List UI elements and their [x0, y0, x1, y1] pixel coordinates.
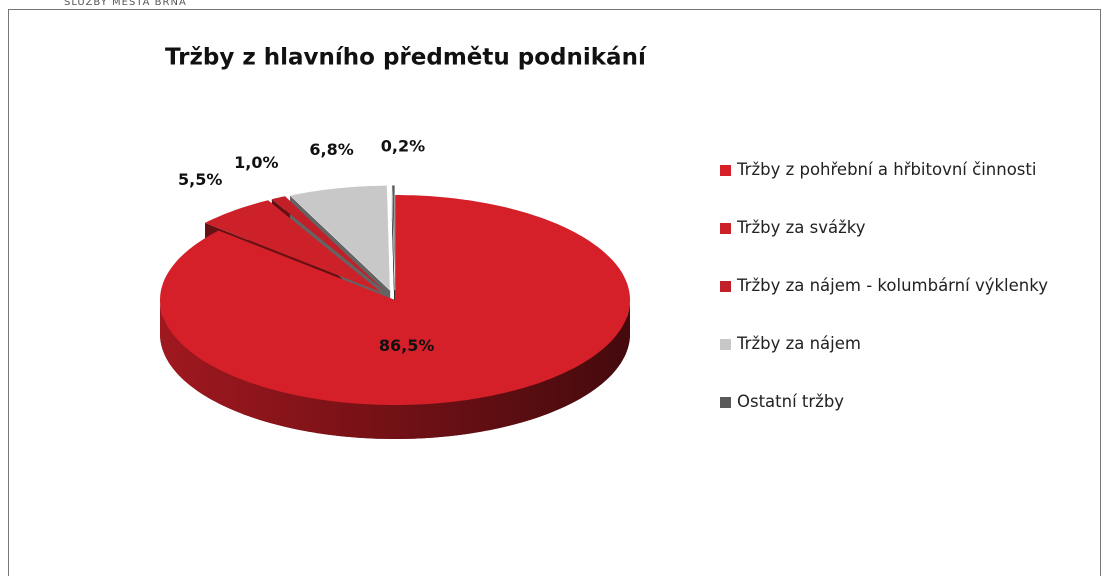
page-header: SLUŽBY MĚSTA BRNA [64, 0, 187, 8]
data-label: 5,5% [178, 170, 222, 189]
data-label: 1,0% [234, 153, 278, 172]
legend-swatch [720, 223, 731, 234]
data-label: 0,2% [381, 136, 425, 155]
legend-swatch [720, 281, 731, 292]
data-label: 86,5% [379, 336, 435, 355]
legend-label: Tržby z pohřební a hřbitovní činnosti [737, 160, 1037, 179]
slice [289, 185, 391, 291]
data-label: 6,8% [309, 140, 353, 159]
legend-label: Tržby za nájem - kolumbární výklenky [737, 276, 1048, 295]
slice-wall [160, 300, 630, 439]
slice [271, 196, 385, 292]
legend-item: Tržby za nájem - kolumbární výklenky [720, 276, 1100, 334]
legend: Tržby z pohřební a hřbitovní činnosti Trž… [720, 160, 1100, 450]
slice [205, 200, 382, 293]
legend-swatch [720, 339, 731, 350]
legend-item: Tržby za svážky [720, 218, 1100, 276]
legend-swatch [720, 397, 731, 408]
legend-item: Tržby za nájem [720, 334, 1100, 392]
legend-item: Ostatní tržby [720, 392, 1100, 450]
chart-title: Tržby z hlavního předmětu podnikání [165, 45, 647, 71]
legend-item: Tržby z pohřební a hřbitovní činnosti [720, 160, 1100, 218]
legend-label: Tržby za svážky [737, 218, 866, 237]
legend-label: Tržby za nájem [737, 334, 861, 353]
slice [160, 195, 630, 405]
legend-label: Ostatní tržby [737, 392, 845, 411]
slice [391, 184, 396, 291]
legend-swatch [720, 165, 731, 176]
chart-frame [8, 9, 1101, 576]
